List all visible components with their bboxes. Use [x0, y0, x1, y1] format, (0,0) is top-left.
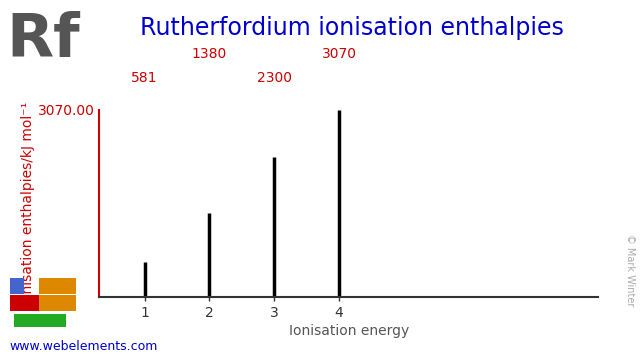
Bar — [14, 314, 65, 327]
Text: 2300: 2300 — [257, 72, 292, 85]
Text: 1380: 1380 — [192, 47, 227, 61]
Bar — [10, 295, 39, 311]
Text: www.webelements.com: www.webelements.com — [10, 340, 158, 353]
Text: Rf: Rf — [6, 11, 80, 70]
Bar — [39, 295, 76, 311]
Text: Rutherfordium ionisation enthalpies: Rutherfordium ionisation enthalpies — [140, 16, 564, 40]
Text: 3070: 3070 — [321, 47, 356, 61]
Bar — [10, 278, 24, 294]
X-axis label: Ionisation energy: Ionisation energy — [289, 324, 409, 338]
Text: © Mark Winter: © Mark Winter — [625, 234, 636, 306]
Text: 581: 581 — [131, 72, 158, 85]
Bar — [39, 278, 76, 294]
Y-axis label: Ionisation enthalpies/kJ mol⁻¹: Ionisation enthalpies/kJ mol⁻¹ — [20, 101, 35, 306]
